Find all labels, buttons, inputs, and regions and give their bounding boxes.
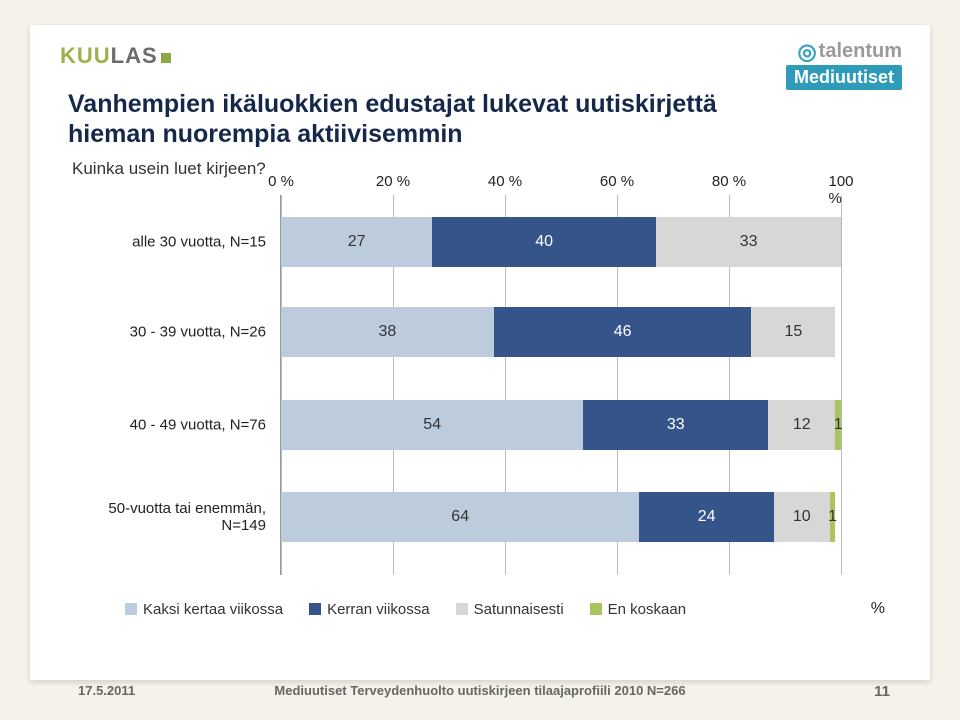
legend-items: Kaksi kertaa viikossa Kerran viikossa Satu… xyxy=(125,601,686,618)
talentum-spiral-icon: ◎ xyxy=(797,39,816,64)
category-label: 30 - 39 vuotta, N=26 xyxy=(86,324,266,341)
category-label: 40 - 49 vuotta, N=76 xyxy=(86,417,266,434)
bar-segment: 1 xyxy=(830,492,836,542)
slide-title: Vanhempien ikäluokkien edustajat lukevat… xyxy=(68,89,788,149)
x-tick-label: 40 % xyxy=(488,173,522,190)
bar-row: alle 30 vuotta, N=15274033 xyxy=(281,217,841,267)
bar-segment: 24 xyxy=(639,492,773,542)
bar-segment: 64 xyxy=(281,492,639,542)
kuulas-logo: KUULAS xyxy=(60,43,171,69)
category-label: alle 30 vuotta, N=15 xyxy=(86,234,266,251)
bar-segment: 54 xyxy=(281,400,583,450)
legend-item: Kaksi kertaa viikossa xyxy=(125,601,283,618)
slide-inner: KUULAS ◎talentum Mediuutiset Vanhempien … xyxy=(30,25,930,680)
legend-swatch-icon xyxy=(456,603,468,615)
bar-row: 40 - 49 vuotta, N=765433121 xyxy=(281,400,841,450)
legend-pct-symbol: % xyxy=(871,600,885,618)
legend-label: Kerran viikossa xyxy=(327,601,430,618)
bar-segment: 33 xyxy=(656,217,841,267)
bar-row: 50-vuotta tai enemmän, N=1496424101 xyxy=(281,492,841,542)
bar-segment: 40 xyxy=(432,217,656,267)
x-tick-label: 20 % xyxy=(376,173,410,190)
legend: Kaksi kertaa viikossa Kerran viikossa Satu… xyxy=(125,600,885,618)
slide: KUULAS ◎talentum Mediuutiset Vanhempien … xyxy=(0,0,960,720)
bar-segment: 12 xyxy=(768,400,835,450)
bar-segment: 33 xyxy=(583,400,768,450)
bar-segment: 1 xyxy=(835,400,841,450)
bar-segment: 15 xyxy=(751,307,835,357)
chart-plot: 0 %20 %40 %60 %80 %100 %alle 30 vuotta, … xyxy=(280,195,842,575)
footer-page-number: 11 xyxy=(874,683,890,700)
legend-label: En koskaan xyxy=(608,601,686,618)
legend-label: Satunnaisesti xyxy=(474,601,564,618)
bar-row: 30 - 39 vuotta, N=26384615 xyxy=(281,307,841,357)
legend-item: En koskaan xyxy=(590,601,686,618)
legend-item: Satunnaisesti xyxy=(456,601,564,618)
bar-segment: 46 xyxy=(494,307,752,357)
x-tick-label: 80 % xyxy=(712,173,746,190)
talentum-text: talentum xyxy=(819,40,902,62)
bar-segment: 38 xyxy=(281,307,494,357)
legend-label: Kaksi kertaa viikossa xyxy=(143,601,283,618)
x-tick-label: 100 % xyxy=(828,173,853,207)
talentum-logo: ◎talentum xyxy=(797,39,902,65)
chart-area: 0 %20 %40 %60 %80 %100 %alle 30 vuotta, … xyxy=(90,195,890,575)
kuulas-part2: LAS xyxy=(111,43,158,68)
mediuutiset-logo: Mediuutiset xyxy=(786,65,902,90)
legend-swatch-icon xyxy=(309,603,321,615)
x-tick-label: 60 % xyxy=(600,173,634,190)
slide-subtitle: Kuinka usein luet kirjeen? xyxy=(72,159,266,179)
legend-swatch-icon xyxy=(590,603,602,615)
gridline xyxy=(841,195,842,575)
kuulas-part1: KUU xyxy=(60,43,111,68)
bar-segment: 10 xyxy=(774,492,830,542)
legend-swatch-icon xyxy=(125,603,137,615)
legend-item: Kerran viikossa xyxy=(309,601,430,618)
category-label: 50-vuotta tai enemmän, N=149 xyxy=(86,500,266,534)
footer-source: Mediuutiset Terveydenhuolto uutiskirjeen… xyxy=(30,683,930,698)
x-tick-label: 0 % xyxy=(268,173,294,190)
kuulas-dot-icon xyxy=(161,53,171,63)
bar-segment: 27 xyxy=(281,217,432,267)
